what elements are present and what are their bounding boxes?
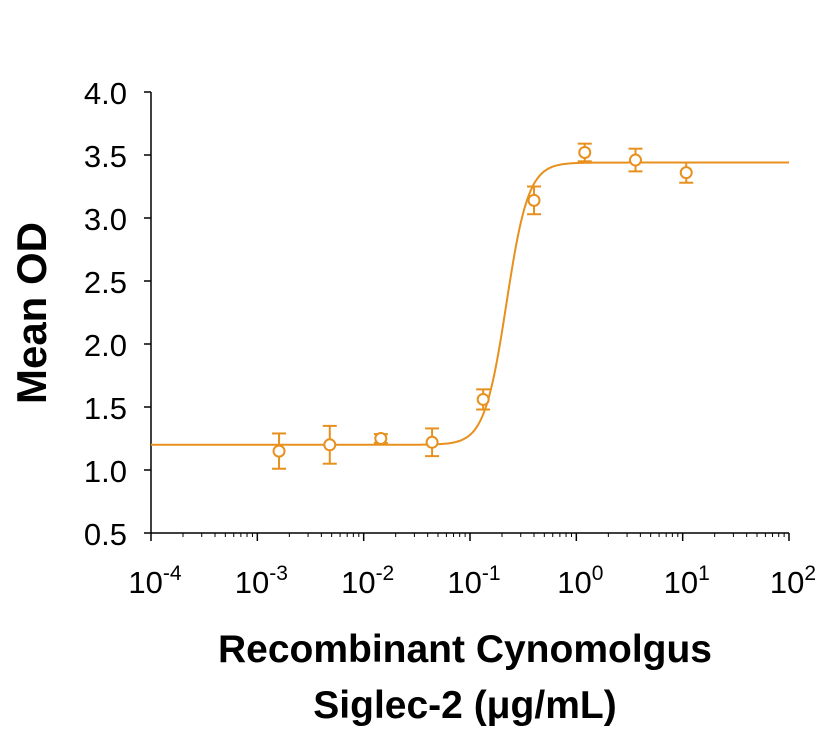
x-tick-label: 102 xyxy=(770,562,816,600)
data-point xyxy=(272,444,286,458)
y-tick-label: 1.0 xyxy=(84,454,127,489)
data-layer xyxy=(151,142,789,470)
y-tick-label: 0.5 xyxy=(84,517,127,552)
x-tick-label-base: 10 xyxy=(128,565,162,600)
x-tick-label: 100 xyxy=(557,562,603,600)
x-tick-label: 101 xyxy=(664,562,710,600)
x-tick-label-base: 10 xyxy=(664,565,698,600)
data-point xyxy=(628,153,642,167)
x-tick-label-exponent: 2 xyxy=(804,562,816,585)
data-point xyxy=(323,438,337,452)
y-tick-label: 4.0 xyxy=(84,76,127,111)
x-tick-label: 10-4 xyxy=(128,562,181,600)
x-tick-label-base: 10 xyxy=(447,565,481,600)
y-tick-label: 3.0 xyxy=(84,202,127,237)
x-tick-label-exponent: 1 xyxy=(698,562,710,585)
x-tick-label-exponent: -4 xyxy=(163,562,182,585)
x-tick-label-exponent: -3 xyxy=(269,562,288,585)
x-axis-title-line1: Recombinant Cynomolgus xyxy=(218,628,712,671)
data-point xyxy=(679,166,693,180)
x-tick-label-base: 10 xyxy=(341,565,375,600)
x-tick-label-base: 10 xyxy=(235,565,269,600)
x-tick-label: 10-3 xyxy=(235,562,288,600)
x-tick-label: 10-1 xyxy=(447,562,500,600)
x-tick-label-exponent: 0 xyxy=(592,562,604,585)
x-tick-label-base: 10 xyxy=(770,565,804,600)
y-axis-title: Mean OD xyxy=(8,222,55,404)
data-point xyxy=(527,193,541,207)
x-tick-label-base: 10 xyxy=(557,565,591,600)
fit-curve xyxy=(151,161,789,446)
x-tick-label-exponent: -1 xyxy=(482,562,501,585)
x-tick-label-exponent: -2 xyxy=(376,562,395,585)
data-point xyxy=(476,392,490,406)
data-point xyxy=(374,432,388,445)
y-tick-label: 2.5 xyxy=(84,265,127,300)
y-tick-label: 3.5 xyxy=(84,139,127,174)
x-tick-label: 10-2 xyxy=(341,562,394,600)
data-point xyxy=(425,435,439,449)
data-point xyxy=(578,145,592,159)
y-tick-label: 2.0 xyxy=(84,328,127,363)
axes-layer: 0.51.01.52.02.53.03.54.010-4 10-3 10-2 10-1… xyxy=(84,76,816,600)
x-axis-title-line2: Siglec-2 (μg/mL) xyxy=(313,684,616,727)
y-tick-label: 1.5 xyxy=(84,391,127,426)
